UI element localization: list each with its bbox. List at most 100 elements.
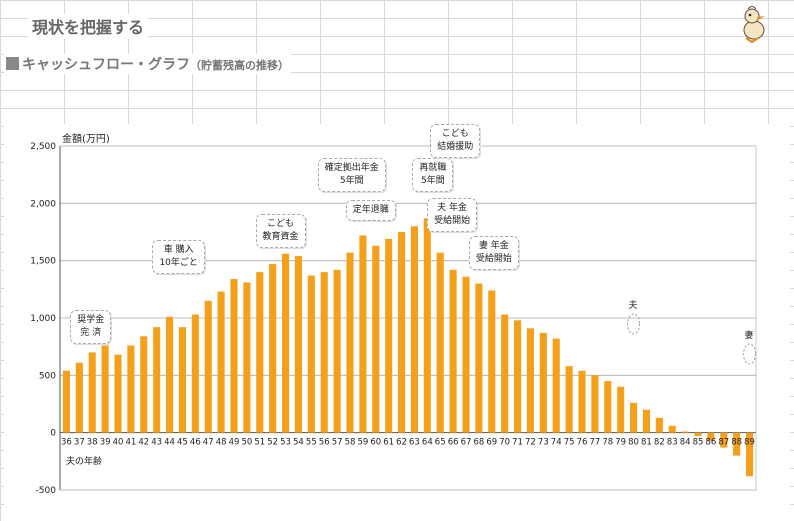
x-tick-label: 85 — [693, 438, 704, 448]
y-tick-label: 1,500 — [30, 257, 56, 267]
bar — [88, 352, 96, 433]
bar — [436, 252, 444, 433]
bar — [294, 256, 302, 433]
x-tick-label: 52 — [267, 438, 278, 448]
bar — [668, 425, 676, 433]
x-tick-label: 69 — [486, 438, 497, 448]
x-tick-label: 43 — [151, 438, 162, 448]
bar — [475, 283, 483, 433]
x-tick-label: 42 — [138, 438, 149, 448]
x-tick-label: 87 — [718, 438, 729, 448]
x-tick-label: 66 — [448, 438, 459, 448]
chart-area: -500 0 500 1,000 1,500 2,000 2,500 36 37 38 39 40 41… — [4, 124, 790, 521]
x-tick-label: 63 — [409, 438, 420, 448]
person-marker-label: 夫 — [628, 301, 638, 311]
bar — [256, 272, 264, 433]
x-tick-label: 83 — [667, 438, 678, 448]
x-tick-label: 77 — [589, 438, 600, 448]
bar — [230, 279, 238, 433]
x-tick-label: 40 — [113, 438, 124, 448]
x-tick-label: 89 — [744, 438, 755, 448]
x-tick-label: 36 — [61, 438, 72, 448]
bar — [604, 381, 612, 433]
x-tick-label: 84 — [680, 438, 691, 448]
x-tick-label: 76 — [577, 438, 588, 448]
bar — [552, 338, 560, 433]
bar — [269, 264, 277, 433]
x-tick-label: 44 — [164, 438, 175, 448]
x-tick-label: 55 — [306, 438, 317, 448]
bar — [707, 432, 715, 441]
savings-chart: -500 0 500 1,000 1,500 2,000 2,500 36 37 38 39 40 41… — [30, 142, 757, 496]
x-tick-label: 82 — [654, 438, 665, 448]
bar — [140, 336, 148, 433]
section-title: キャッシュフロー・グラフ（貯蓄残高の推移） — [4, 54, 291, 74]
section-subtitle: （貯蓄残高の推移） — [190, 59, 289, 72]
x-tick-label: 79 — [615, 438, 626, 448]
bar — [320, 272, 328, 433]
bar — [127, 345, 135, 433]
bar — [720, 432, 728, 448]
bar — [372, 245, 380, 433]
bar — [423, 218, 431, 433]
x-tick-label: 80 — [628, 438, 639, 448]
x-tick-label: 47 — [203, 438, 214, 448]
x-tick-label: 53 — [280, 438, 291, 448]
x-tick-label: 81 — [641, 438, 652, 448]
bar — [166, 316, 174, 433]
x-tick-label: 58 — [345, 438, 356, 448]
y-axis-label: 金額(万円) — [62, 134, 110, 145]
bar — [114, 354, 122, 433]
bar — [591, 375, 599, 433]
section-square-icon — [6, 57, 19, 70]
bar — [153, 327, 161, 433]
annotation-callout: こども 教育資金 — [255, 214, 306, 248]
bar — [101, 345, 109, 433]
bar — [204, 300, 212, 433]
bar — [462, 276, 470, 433]
bar — [630, 402, 638, 433]
bar — [488, 290, 496, 433]
page-title: 現状を把握する — [28, 14, 149, 38]
y-tick-label: 0 — [50, 429, 56, 439]
section-title-text: キャッシュフロー・グラフ — [22, 57, 190, 73]
bar — [565, 366, 573, 433]
bar — [410, 226, 418, 433]
x-tick-label: 45 — [177, 438, 188, 448]
bar — [617, 386, 625, 433]
mascot-icon — [743, 6, 765, 44]
bar — [501, 314, 509, 433]
y-tick-label: -500 — [36, 486, 57, 496]
x-tick-label: 54 — [293, 438, 304, 448]
y-tick-label: 500 — [39, 371, 56, 381]
x-tick-label: 56 — [319, 438, 330, 448]
x-tick-label: 60 — [370, 438, 381, 448]
bar — [642, 409, 650, 433]
x-tick-label: 39 — [100, 438, 111, 448]
annotation-callout: 奨学金 完 済 — [70, 310, 112, 344]
bar — [398, 232, 406, 433]
x-tick-label: 86 — [705, 438, 716, 448]
bar — [655, 417, 663, 433]
x-tick-label: 67 — [461, 438, 472, 448]
bar — [217, 291, 225, 433]
x-tick-label: 46 — [190, 438, 201, 448]
x-tick-label: 72 — [525, 438, 536, 448]
bar — [333, 269, 341, 433]
annotation-callout: 夫 年金 受給開始 — [427, 198, 478, 232]
y-tick-label: 2,500 — [30, 142, 56, 152]
annotation-callout: こども 結婚援助 — [430, 124, 481, 158]
x-tick-label: 51 — [254, 438, 265, 448]
x-tick-label: 48 — [216, 438, 227, 448]
bar — [681, 431, 689, 433]
annotation-callout: 再就職 5年間 — [412, 158, 454, 192]
bar — [449, 269, 457, 433]
annotation-callout: 車 購入 10年ごと — [152, 240, 205, 274]
x-tick-label: 59 — [357, 438, 368, 448]
bar — [733, 432, 741, 456]
bar — [526, 328, 534, 433]
bar — [282, 253, 290, 433]
x-tick-label: 73 — [538, 438, 549, 448]
bar — [539, 332, 547, 433]
x-tick-label: 57 — [332, 438, 343, 448]
